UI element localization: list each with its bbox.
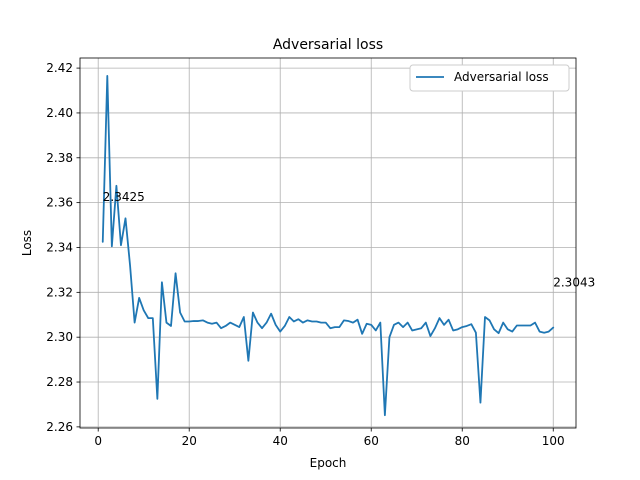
series-line-0 <box>101 75 555 417</box>
y-tick-label: 2.30 <box>46 330 73 344</box>
series-layer <box>101 75 555 417</box>
x-tick-label: 100 <box>542 434 565 448</box>
y-tick-label: 2.32 <box>46 285 73 299</box>
x-tick-label: 20 <box>182 434 197 448</box>
x-axis-label: Epoch <box>310 456 347 470</box>
x-tick-label: 40 <box>273 434 288 448</box>
y-tick-label: 2.42 <box>46 61 73 75</box>
y-tick-label: 2.38 <box>46 151 73 165</box>
x-tick-label: 80 <box>455 434 470 448</box>
legend-box <box>409 64 570 92</box>
annotation-label: 2.3043 <box>553 276 595 290</box>
annotation-layer: 2.3425 2.3043 <box>103 190 595 290</box>
grid <box>80 58 576 428</box>
y-tick-label: 2.34 <box>46 240 73 254</box>
x-tick-label: 0 <box>94 434 102 448</box>
y-tick-label: 2.40 <box>46 106 73 120</box>
y-tick-label: 2.36 <box>46 196 73 210</box>
plot-frame <box>79 57 577 429</box>
legend-label: Adversarial loss <box>454 70 549 84</box>
y-tick-label: 2.28 <box>46 375 73 389</box>
y-axis: 2.26 2.28 2.30 2.32 2.34 2.36 2.38 2.40 2.42 <box>46 61 80 434</box>
annotation-label: 2.3425 <box>103 190 145 204</box>
y-tick-label: 2.26 <box>46 420 73 434</box>
x-tick-label: 60 <box>364 434 379 448</box>
x-axis: 0 20 40 60 80 100 <box>94 428 565 448</box>
plot-area <box>80 58 576 428</box>
chart-title: Adversarial loss <box>273 37 383 53</box>
y-axis-label: Loss <box>20 230 34 256</box>
legend: Adversarial loss <box>409 64 570 92</box>
